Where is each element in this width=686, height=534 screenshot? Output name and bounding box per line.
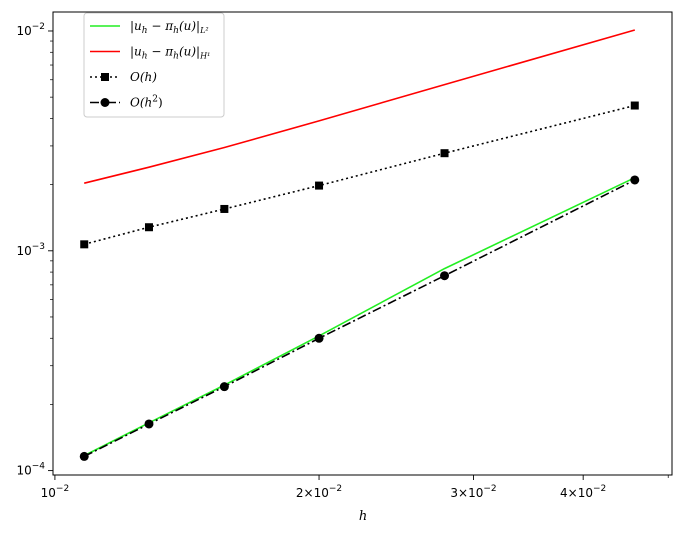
legend-label: |uh − πh(u)|H¹: [130, 45, 210, 62]
data-point-circle: [314, 333, 324, 343]
series-line: [83, 104, 635, 246]
x-axis-label: h: [359, 509, 367, 524]
data-point-circle: [219, 382, 229, 392]
data-point-square: [144, 223, 153, 232]
x-axis-ticks: 10−2 2×10−2 3×10−2 4×10−2: [41, 475, 669, 500]
data-point-square: [440, 149, 449, 158]
legend: |uh − πh(u)|L² |uh − πh(u)|H¹ O(h) O(h2): [83, 12, 225, 118]
data-point-circle: [144, 419, 154, 429]
y-tick-label: 10−2: [16, 22, 45, 38]
y-tick-label: 10−4: [16, 462, 45, 478]
data-point-circle: [630, 175, 640, 185]
data-point-square: [315, 181, 324, 190]
series-3: [80, 101, 639, 249]
x-tick-label: 4×10−2: [560, 484, 606, 500]
x-tick-label: 3×10−2: [450, 484, 496, 500]
data-point-circle: [440, 271, 450, 281]
data-point-square: [220, 204, 229, 213]
series-line: [83, 179, 636, 458]
series-1: [83, 176, 636, 457]
series-2: [84, 29, 636, 184]
data-point-square: [80, 240, 89, 249]
legend-item-3: O(h): [90, 70, 157, 84]
data-point-circle: [79, 451, 89, 461]
legend-marker-square: [101, 73, 109, 81]
legend-label: |uh − πh(u)|L²: [130, 19, 209, 36]
x-tick-label: 2×10−2: [296, 484, 342, 500]
series-layer: [79, 29, 640, 461]
series-line: [84, 29, 636, 184]
series-line: [83, 176, 636, 457]
plot-frame: [52, 11, 673, 476]
legend-marker-circle: [100, 98, 110, 107]
legend-label: O(h): [130, 70, 157, 84]
y-tick-label: 10−3: [16, 242, 45, 258]
y-axis-ticks: 10−4 10−3 10−2: [16, 22, 53, 478]
legend-item-1: |uh − πh(u)|L²: [90, 19, 209, 36]
x-tick-label: 10−2: [41, 484, 70, 500]
series-4: [79, 175, 640, 461]
legend-item-2: |uh − πh(u)|H¹: [90, 45, 210, 62]
legend-item-4: O(h2): [90, 95, 163, 110]
data-point-square: [630, 101, 639, 110]
legend-label: O(h2): [130, 95, 163, 110]
legend-box: [83, 12, 225, 118]
